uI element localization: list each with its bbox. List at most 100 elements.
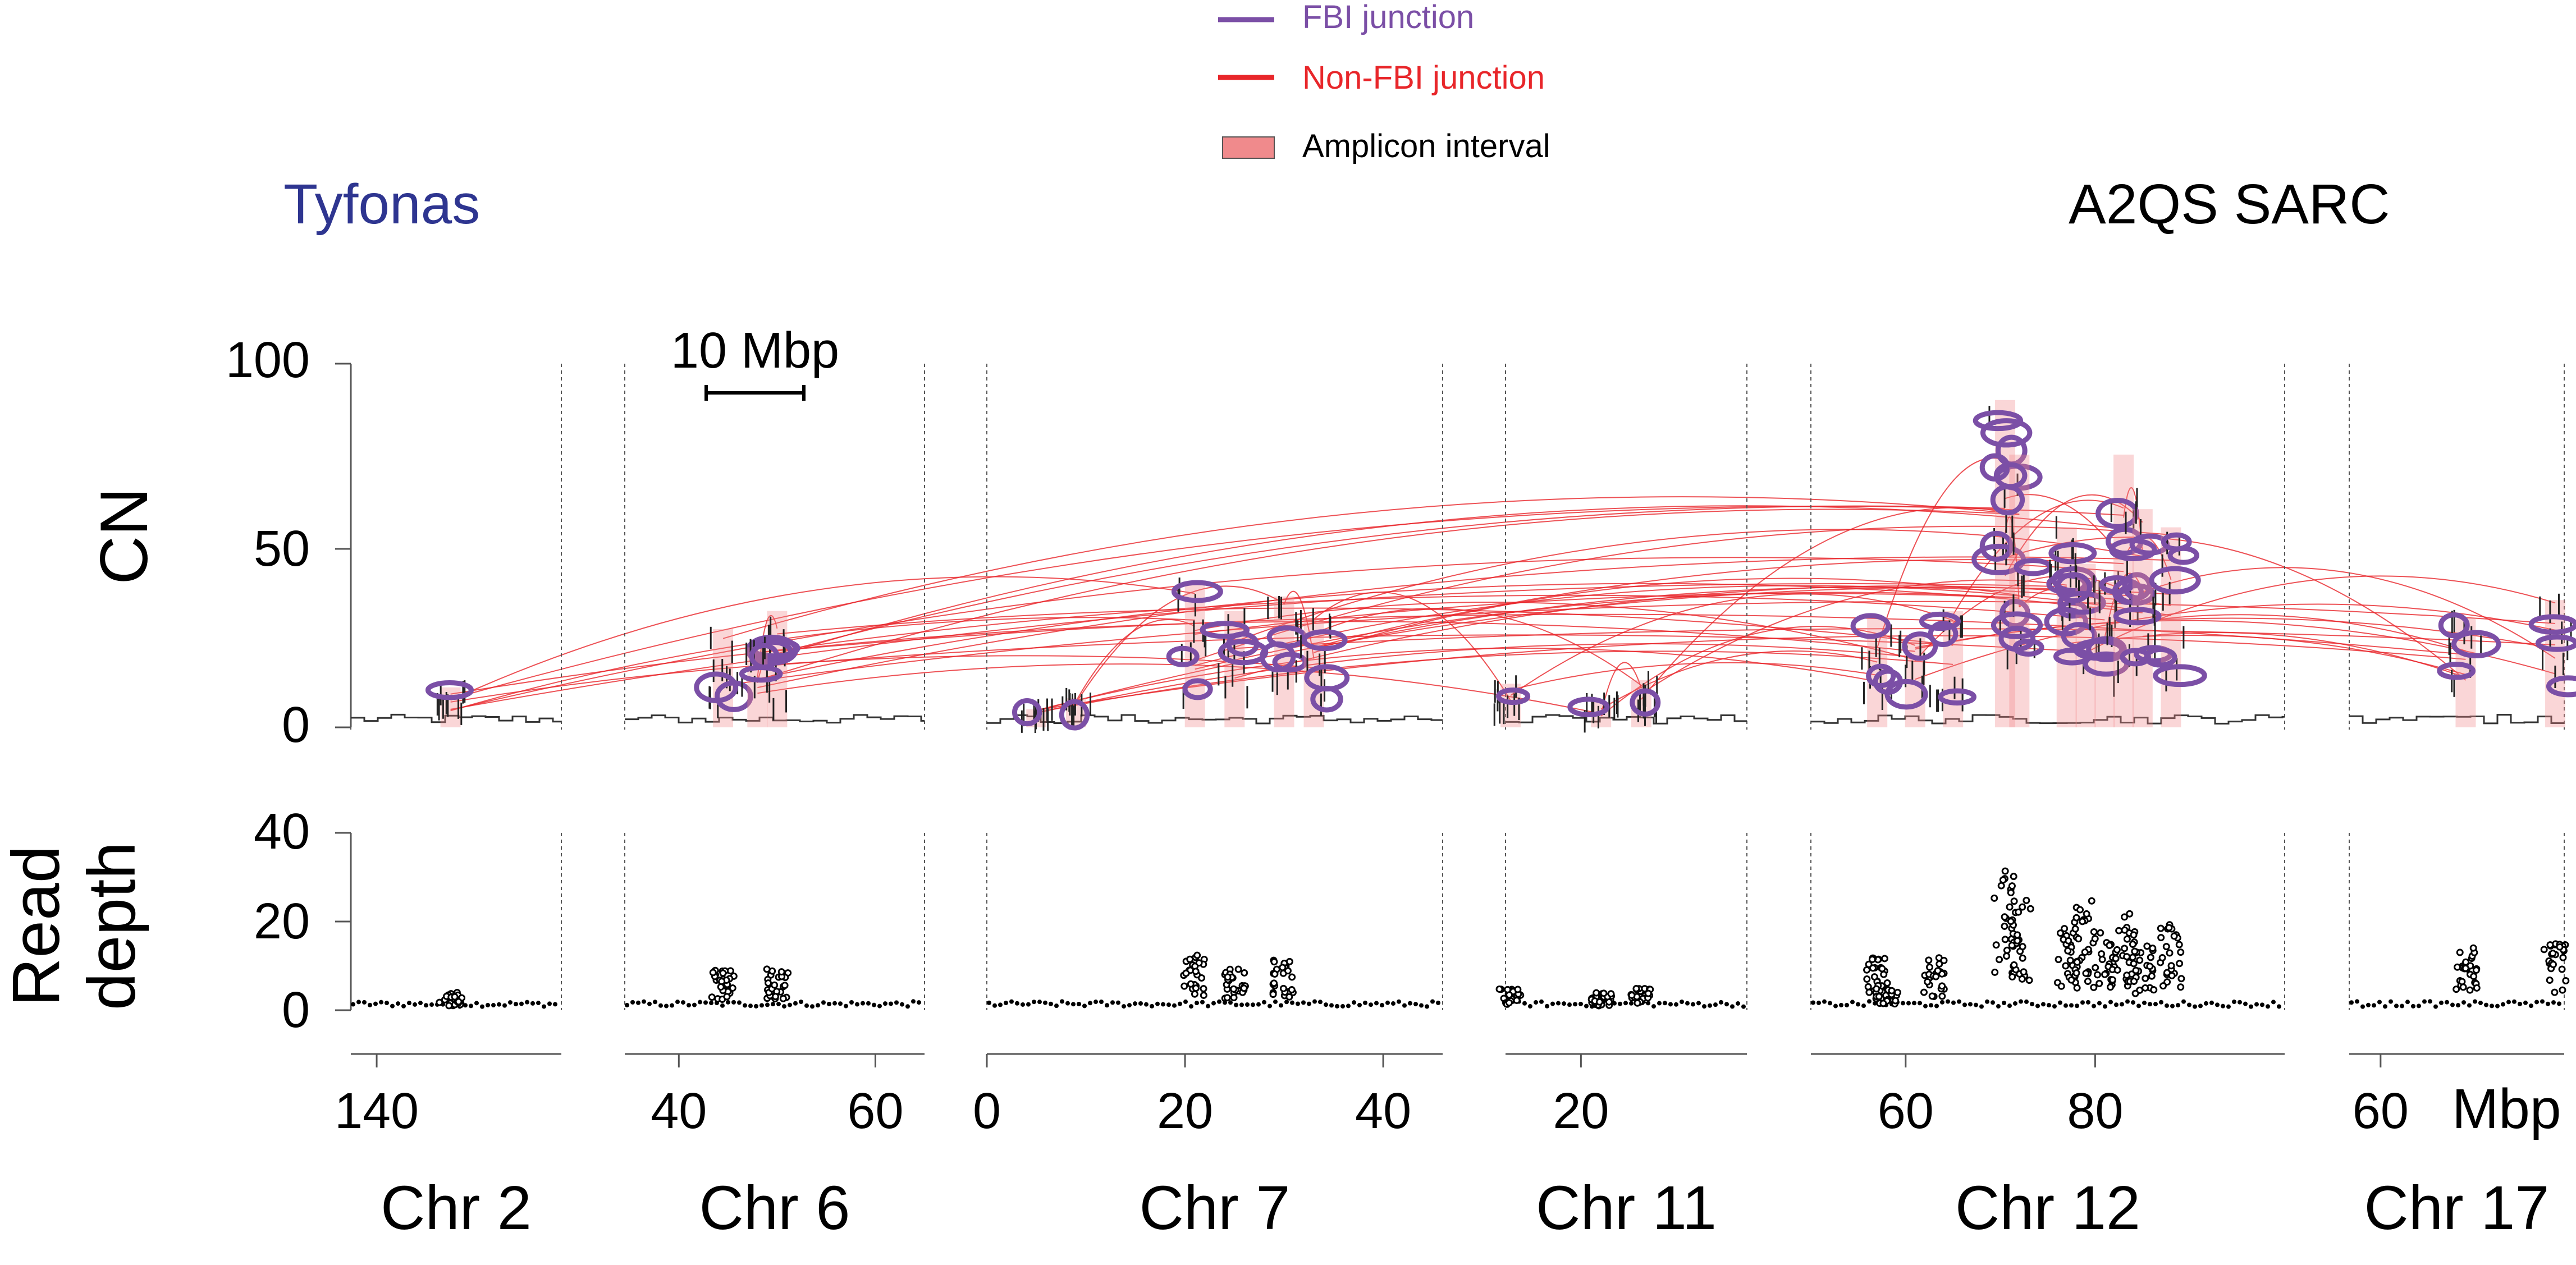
rd-point [2389,999,2393,1004]
rd-point [1924,978,1932,986]
fbi-junction [2012,638,2044,657]
nonfbi-junction [1510,662,1878,691]
rd-point [1875,993,1883,1001]
rd-point [1888,987,1896,994]
nonfbi-junction [1195,592,2020,670]
rd-point [2456,1003,2460,1008]
fbi-junction [1630,688,1661,717]
rd-point [2177,948,2185,956]
rd-point [1009,999,1014,1004]
rd-point [2495,1003,2500,1009]
fbi-junction [2117,583,2156,606]
rd-point [1514,986,1522,993]
rd-point [1828,1001,1832,1006]
rd-point [1279,984,1287,992]
rd-point [2062,962,2070,970]
cn-baseline [987,714,1443,725]
fbi-junction [1059,699,1090,731]
cn-tick-label-50: 50 [254,521,310,577]
rd-point [1296,1001,1300,1006]
rd-point [2150,986,2158,994]
rd-point [1178,1001,1182,1006]
method-label: Tyfonas [283,173,480,236]
rd-point [1049,1001,1053,1006]
rd-point [1985,999,1989,1004]
fbi-junction [2149,566,2201,595]
rd-point [2001,936,2009,943]
rd-point [2176,1003,2180,1008]
rd-point [1567,1002,1572,1007]
rd-point [2249,1004,2253,1009]
rd-point [2170,1003,2175,1009]
rd-point [636,1000,640,1005]
rd-point [1934,967,1942,975]
legend-amplicon-label: Amplicon interval [1302,128,1550,164]
fbi-junction [1902,631,1938,661]
rd-point [2052,1004,2057,1009]
rd-point [2058,1000,2062,1005]
rd-point [2271,1000,2276,1005]
rd-point [992,1003,997,1008]
rd-point [519,1001,524,1006]
rd-point [1385,1000,1390,1005]
rd-point [1708,1003,1712,1008]
fbi-junction [2055,572,2092,603]
rd-point [2467,1003,2472,1008]
rd-point [2131,1000,2135,1005]
fbi-junction [1850,613,1891,639]
rd-point [1037,1000,1042,1005]
rd-point [2121,945,2129,952]
rd-point [1187,980,1195,988]
nonfbi-junction [1314,586,2171,649]
rd-point [2167,962,2175,970]
rd-point [1584,1003,1589,1009]
rd-point [2057,982,2065,990]
rd-point [486,1002,490,1007]
rd-point [379,1000,383,1005]
rd-point [900,1002,904,1007]
rd-point [2020,968,2028,976]
rd-point [1183,999,1188,1004]
fbi-junction [1200,621,1250,639]
rd-point [1200,985,1207,993]
rd-point [2523,1000,2528,1005]
rd-point [771,981,779,989]
rd-point [2198,1003,2203,1009]
rd-point [1668,1002,1673,1007]
rd-point [508,1000,513,1005]
rd-point [1133,1001,1137,1006]
panel-chr12: 60 80 Chr 12 [1810,364,2285,1243]
rd-point [2142,984,2149,992]
rd-point [2417,1003,2421,1009]
x-tick-label: 40 [1355,1083,1411,1139]
nonfbi-junction [1313,592,1511,701]
chromosome-panels: 140 Chr 2 40 60 Chr 6 0 20 40 Chr 7 20 Chr 11 60 80 C… [335,364,2576,1243]
rd-point [2065,937,2072,945]
rd-point [1230,985,1238,993]
nonfbi-junction [722,496,2020,639]
rd-point [1206,1003,1210,1009]
rd-point [2013,1001,2017,1006]
fbi-junction [1567,696,1610,718]
read-depth-points [1495,985,1746,1010]
fbi-junction [2451,630,2501,658]
rd-point [2445,1000,2449,1005]
rd-point [1060,999,1064,1004]
rd-point [536,1001,541,1006]
fbi-junction [1938,688,1976,706]
rd-point [731,1000,736,1005]
rd-point [1144,1002,1149,1007]
rd-point [1674,1002,1678,1007]
rd-point [1285,993,1293,1001]
rd-point [1430,999,1435,1004]
rd-point [1957,999,1961,1004]
rd-point [2549,961,2557,969]
rd-point [708,993,716,1001]
fbi-junction [1884,679,1928,710]
rd-point [2063,1003,2068,1008]
rd-point [1346,1003,1351,1009]
rd-point [1926,963,1934,971]
fbi-junction [1866,663,1896,689]
nonfbi-junction [1600,650,1878,710]
legend-amplicon-swatch [1222,136,1275,159]
